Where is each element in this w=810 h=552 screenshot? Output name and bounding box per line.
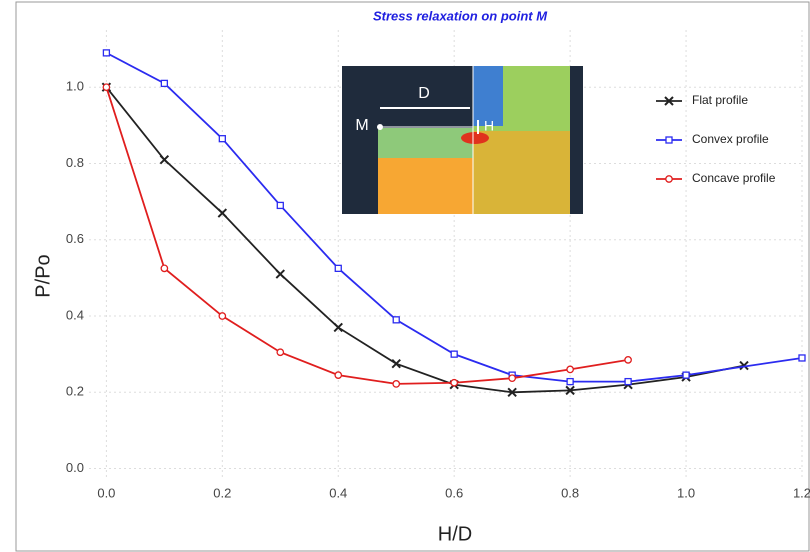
x-tick-label: 0.2 [213,485,231,500]
marker [798,354,806,362]
legend-marker [665,136,673,144]
inset-image: D M H [342,66,583,214]
y-tick-label: 0.2 [66,384,84,399]
marker [217,208,228,218]
x-tick-label: 1.2 [793,485,810,500]
x-tick-label: 1.0 [677,485,695,500]
marker [392,316,400,324]
x-tick-label: 0.4 [329,485,347,500]
marker [565,385,575,396]
y-tick-label: 0.6 [66,231,84,246]
legend-marker [665,175,673,183]
series-line [105,86,629,385]
marker [275,269,286,279]
marker [276,348,285,357]
marker [624,356,632,364]
inset-label: M [355,117,368,134]
legend-label: Flat profile [692,93,748,107]
marker [159,154,170,165]
marker [682,371,690,379]
chart-title: Stress relaxation on point M [373,8,548,23]
y-tick-label: 0.4 [66,307,84,322]
marker [391,358,401,369]
marker [102,83,111,92]
marker [160,79,169,88]
marker [102,49,111,57]
inset-label: D [418,85,430,102]
marker [218,312,227,320]
x-tick-label: 0.0 [97,485,115,500]
marker [566,377,574,386]
x-axis-label: H/D [438,523,472,545]
marker [160,264,169,273]
marker [218,135,226,143]
legend-marker [664,96,674,106]
y-tick-label: 1.0 [66,79,84,94]
legend-label: Concave profile [692,171,776,185]
marker [508,374,517,383]
series-line [105,52,803,383]
marker [333,322,343,333]
marker [392,380,401,388]
marker [739,360,749,371]
marker [450,350,458,358]
marker [507,387,517,397]
series-line [105,86,745,394]
x-tick-label: 0.8 [561,485,579,500]
marker [566,365,574,374]
marker [334,371,343,379]
marker [624,377,632,386]
y-tick-label: 0.0 [66,460,84,475]
marker [450,378,459,387]
marker [334,264,342,272]
legend-label: Convex profile [692,132,769,146]
marker [276,201,284,210]
inset-label: H [484,118,494,134]
x-tick-label: 0.6 [445,485,463,500]
y-tick-label: 0.8 [66,155,84,170]
y-axis-label: P/Po [32,254,54,297]
